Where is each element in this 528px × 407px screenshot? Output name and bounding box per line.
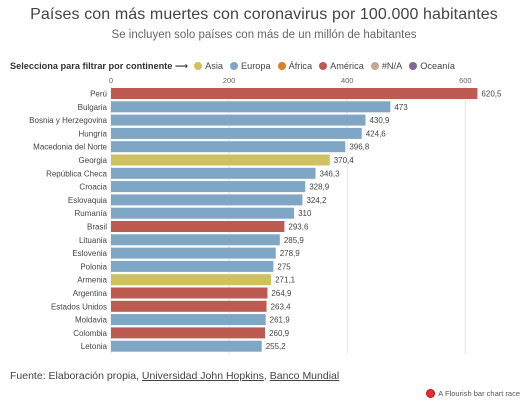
value-label: 346,3 (320, 169, 341, 178)
bar[interactable] (111, 194, 303, 206)
bar[interactable] (111, 114, 366, 126)
legend-label: Oceanía (420, 61, 455, 71)
europa-dot-icon (229, 62, 238, 70)
category-label: República Checa (46, 169, 107, 178)
source-footer: Fuente: Elaboración propia, Universidad … (10, 370, 339, 382)
value-label: 293,6 (288, 223, 309, 232)
bar[interactable] (111, 287, 268, 299)
category-label: Eslovenia (72, 249, 107, 258)
value-label: 278,9 (280, 249, 301, 258)
legend-item-na[interactable]: #N/A (370, 61, 403, 71)
flourish-logo-icon (426, 389, 436, 398)
legend-item-africa[interactable]: África (277, 61, 313, 71)
category-label: Eslovaquia (68, 196, 108, 205)
x-tick-label: 0 (109, 76, 113, 85)
bar[interactable] (111, 274, 272, 286)
category-label: Rumanía (75, 209, 108, 218)
value-label: 271,1 (275, 276, 296, 285)
legend-label: Asia (205, 61, 223, 71)
bar[interactable] (111, 327, 266, 339)
bar-chart: 0 200 400 600 Perú 620,5 Bulgaria 473 Bosnia y H… (29, 76, 502, 354)
legend-label: América (330, 61, 364, 71)
legend-item-europa[interactable]: Europa (229, 61, 271, 71)
category-label: Bulgaria (78, 103, 108, 112)
category-label: Argentina (73, 289, 108, 298)
category-label: Armenia (77, 276, 107, 285)
category-label: Croacia (79, 183, 107, 192)
category-label: Estados Unidos (51, 302, 107, 311)
value-label: 396,8 (349, 143, 370, 152)
category-label: Lituania (79, 236, 108, 245)
value-label: 620,5 (481, 90, 502, 99)
value-label: 473 (394, 103, 408, 112)
category-label: Brasil (87, 223, 107, 232)
legend-label: #N/A (381, 61, 403, 71)
bar[interactable] (111, 221, 285, 232)
value-label: 424,6 (366, 129, 387, 138)
value-label: 264,9 (271, 289, 292, 298)
na-dot-icon (370, 62, 379, 70)
bar[interactable] (111, 234, 280, 246)
legend-item-asia[interactable]: Asia (194, 61, 223, 71)
credit-text: A Flourish bar chart race (438, 389, 520, 398)
value-label: 285,9 (284, 236, 305, 245)
category-label: Georgia (79, 156, 108, 165)
category-label: Bosnia y Herzegovina (29, 116, 107, 125)
bar[interactable] (111, 207, 295, 219)
asia-dot-icon (194, 62, 203, 70)
value-label: 430,9 (369, 116, 390, 125)
value-label: 263,4 (271, 302, 292, 311)
x-tick-label: 400 (341, 76, 354, 85)
africa-dot-icon (277, 62, 286, 70)
x-tick-label: 200 (223, 76, 236, 85)
bar[interactable] (111, 167, 316, 179)
legend-item-america[interactable]: América (319, 61, 364, 71)
value-label: 370,4 (334, 156, 355, 165)
category-label: Hungría (79, 129, 108, 138)
source-separator: , (263, 370, 270, 382)
x-tick-label: 600 (459, 76, 472, 85)
legend-item-oceania[interactable]: Oceanía (409, 61, 455, 71)
category-label: Macedonia del Norte (33, 143, 107, 152)
bar[interactable] (111, 340, 262, 352)
category-label: Perú (90, 90, 107, 99)
bar[interactable] (111, 141, 346, 153)
legend-label: Europa (240, 61, 271, 71)
value-label: 255,2 (266, 342, 287, 351)
bar[interactable] (111, 247, 276, 259)
america-dot-icon (319, 62, 328, 70)
source-link-banco-mundial[interactable]: Banco Mundial (269, 370, 340, 382)
bar[interactable] (111, 154, 330, 166)
value-label: 260,9 (269, 329, 290, 338)
continent-filter: Selecciona para filtrar por continente ⟶… (10, 58, 462, 74)
bar[interactable] (111, 127, 362, 139)
value-label: 328,9 (309, 183, 330, 192)
chart-subtitle: Se incluyen solo países con más de un mi… (111, 29, 417, 41)
value-label: 275 (277, 262, 291, 271)
bar[interactable] (111, 88, 478, 99)
bar[interactable] (111, 260, 274, 272)
chart-title: Países con más muertes con coronavirus p… (30, 6, 498, 23)
bar[interactable] (111, 314, 266, 326)
oceania-dot-icon (409, 62, 418, 70)
category-label: Colombia (73, 329, 107, 338)
bar[interactable] (111, 181, 306, 193)
value-label: 261,9 (270, 316, 291, 325)
category-label: Moldavia (75, 316, 108, 325)
source-prefix: Fuente: Elaboración propia, (10, 370, 142, 382)
value-label: 324,2 (306, 196, 327, 205)
bar[interactable] (111, 101, 391, 113)
legend-label: África (288, 61, 313, 71)
source-link-john-hopkins[interactable]: Universidad John Hopkins (141, 370, 264, 382)
bar[interactable] (111, 300, 267, 312)
flourish-credit[interactable]: A Flourish bar chart race (426, 389, 520, 398)
category-label: Letonia (81, 342, 108, 351)
category-label: Polonia (80, 262, 107, 271)
filter-label: Selecciona para filtrar por continente ⟶ (10, 60, 189, 71)
value-label: 310 (298, 209, 312, 218)
